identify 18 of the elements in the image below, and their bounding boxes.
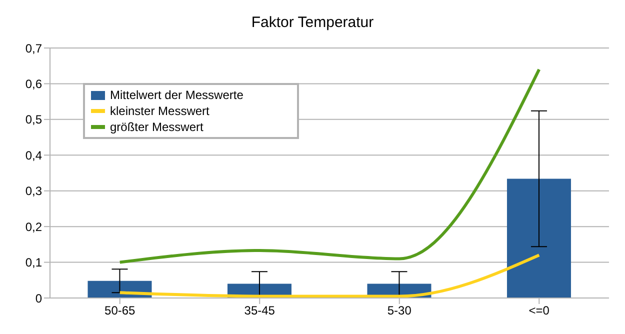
x-tick-label: 5-30 xyxy=(387,304,412,318)
legend-label: kleinster Messwert xyxy=(110,103,210,119)
chart-title: Faktor Temperatur xyxy=(250,13,375,33)
y-tick-label: 0 xyxy=(35,291,42,306)
x-tick-label: <=0 xyxy=(528,304,550,318)
bar xyxy=(88,280,152,298)
y-tick-label: 0,3 xyxy=(25,184,42,198)
x-tick-label: 50-65 xyxy=(104,304,136,318)
y-tick-label: 0,2 xyxy=(25,220,42,234)
y-tick-label: 0,7 xyxy=(25,41,42,56)
y-tick-label: 0,4 xyxy=(25,148,42,162)
y-tick-label: 0,5 xyxy=(25,112,42,127)
y-tick-label: 0,6 xyxy=(25,76,42,91)
legend-label: größter Messwert xyxy=(110,119,204,135)
bar xyxy=(506,178,571,298)
legend-label: Mittelwert der Messwerte xyxy=(110,87,244,103)
x-tick-label: 35-45 xyxy=(244,304,276,318)
y-tick-label: 0,1 xyxy=(25,256,42,270)
